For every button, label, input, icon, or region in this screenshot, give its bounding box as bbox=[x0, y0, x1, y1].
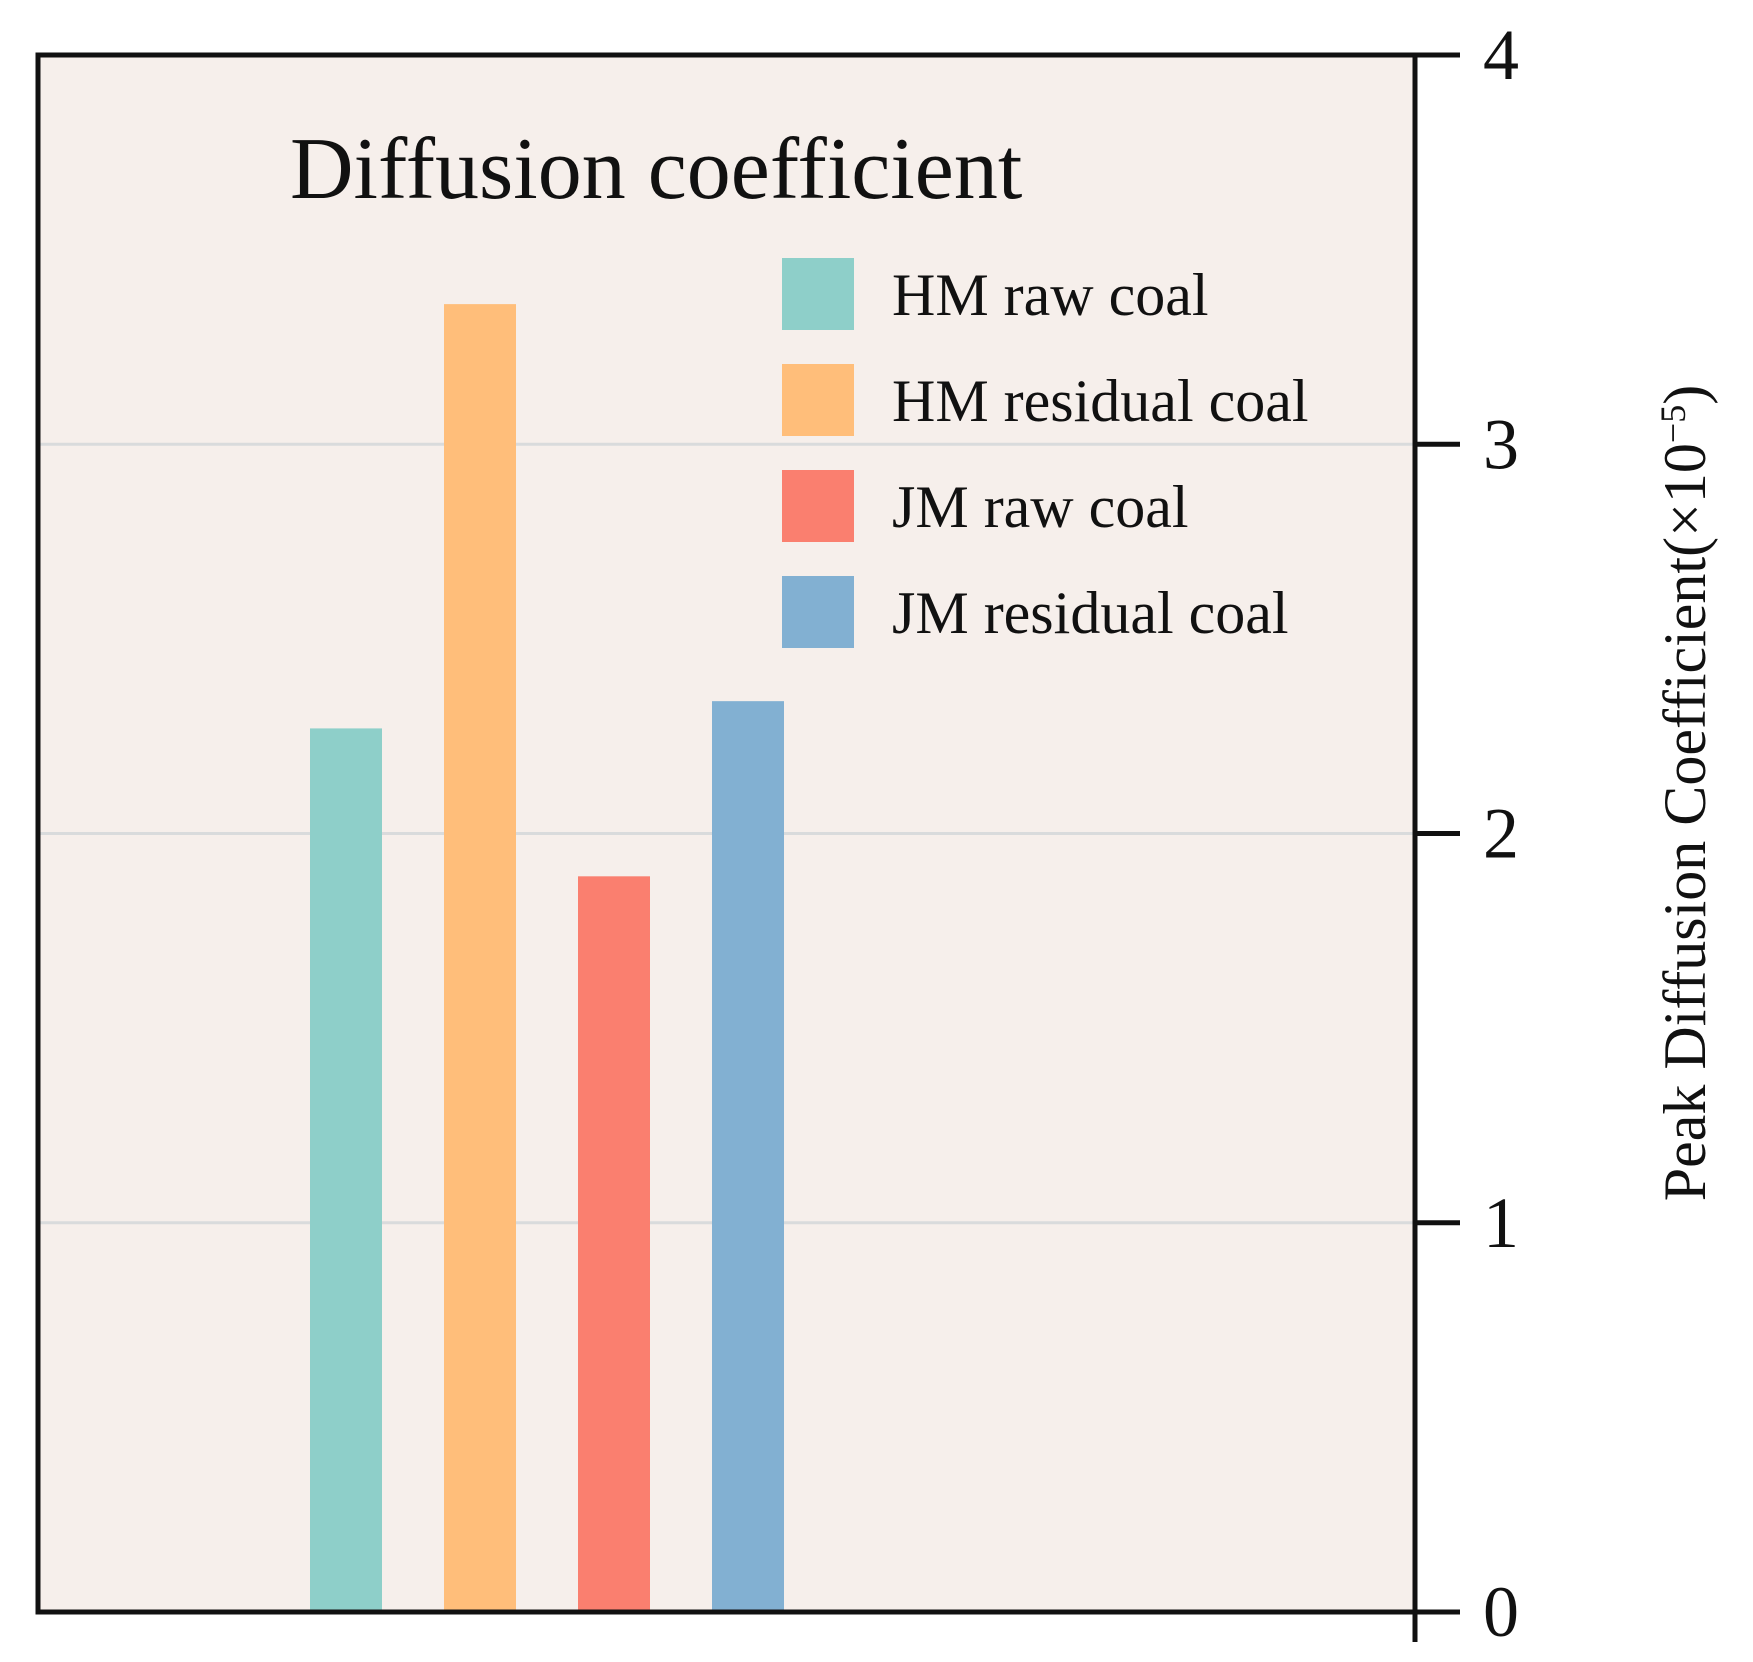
legend: HM raw coal HM residual coal JM raw coal JM… bbox=[782, 258, 1309, 648]
y-axis: 0 1 2 3 4 bbox=[1412, 15, 1519, 1652]
y-axis-label-exponent: −5 bbox=[1653, 405, 1693, 443]
y-tick-label: 1 bbox=[1483, 1183, 1519, 1263]
legend-swatch bbox=[782, 258, 854, 330]
legend-swatch bbox=[782, 576, 854, 648]
y-axis-label-main: Peak Diffusion Coefficient(×10 bbox=[1652, 443, 1718, 1201]
bar-hm-residual-coal bbox=[444, 304, 516, 1612]
bar-jm-raw-coal bbox=[578, 876, 650, 1612]
bar-hm-raw-coal bbox=[310, 728, 382, 1612]
chart-title: Diffusion coefficient bbox=[290, 121, 1022, 218]
y-axis-label-close: ) bbox=[1652, 385, 1718, 405]
bar-jm-residual-coal bbox=[712, 701, 784, 1612]
bars-group bbox=[310, 304, 784, 1612]
y-tick-label: 3 bbox=[1483, 404, 1519, 484]
legend-label: HM residual coal bbox=[892, 368, 1309, 434]
legend-swatch bbox=[782, 470, 854, 542]
legend-label: HM raw coal bbox=[892, 262, 1209, 328]
legend-label: JM residual coal bbox=[892, 580, 1289, 646]
y-tick-label: 0 bbox=[1483, 1572, 1519, 1652]
legend-label: JM raw coal bbox=[892, 474, 1189, 540]
y-tick-label: 4 bbox=[1483, 15, 1519, 95]
y-axis-label: Peak Diffusion Coefficient(×10−5) bbox=[1652, 385, 1718, 1201]
y-tick-label: 2 bbox=[1483, 794, 1519, 874]
legend-swatch bbox=[782, 364, 854, 436]
